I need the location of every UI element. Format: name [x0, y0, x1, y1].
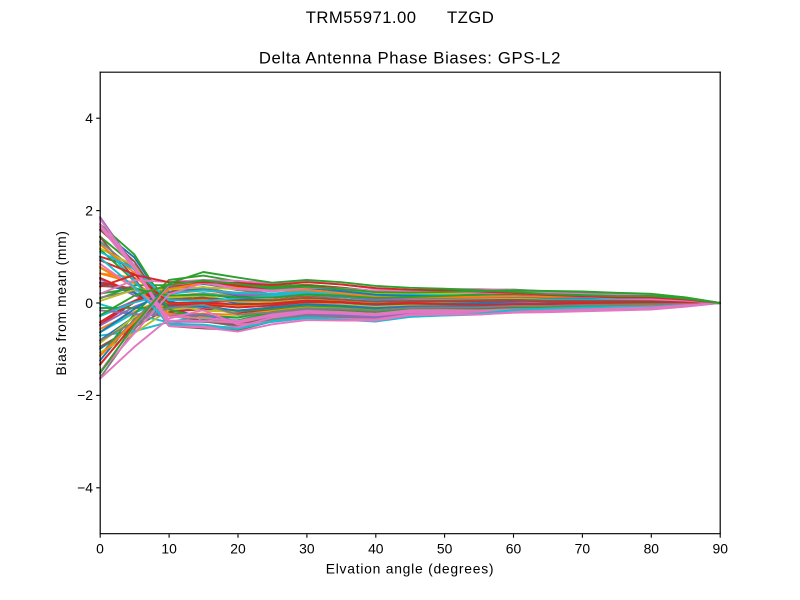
svg-text:50: 50 [437, 541, 453, 557]
svg-text:20: 20 [230, 541, 246, 557]
svg-text:10: 10 [161, 541, 177, 557]
svg-text:40: 40 [368, 541, 384, 557]
svg-text:2: 2 [85, 202, 93, 218]
svg-text:0: 0 [96, 541, 104, 557]
svg-text:−2: −2 [77, 387, 93, 403]
svg-text:Elvation angle (degrees): Elvation angle (degrees) [326, 561, 495, 577]
svg-text:4: 4 [85, 110, 93, 126]
svg-text:30: 30 [299, 541, 315, 557]
svg-text:70: 70 [575, 541, 591, 557]
svg-text:90: 90 [712, 541, 728, 557]
svg-text:−4: −4 [77, 480, 93, 496]
svg-text:80: 80 [644, 541, 660, 557]
svg-text:60: 60 [506, 541, 522, 557]
svg-text:0: 0 [85, 295, 93, 311]
svg-text:TRM55971.00 TZGD: TRM55971.00 TZGD [306, 8, 494, 27]
svg-text:Delta Antenna Phase Biases: GP: Delta Antenna Phase Biases: GPS-L2 [259, 49, 561, 68]
svg-text:Bias from mean (mm): Bias from mean (mm) [53, 231, 69, 376]
